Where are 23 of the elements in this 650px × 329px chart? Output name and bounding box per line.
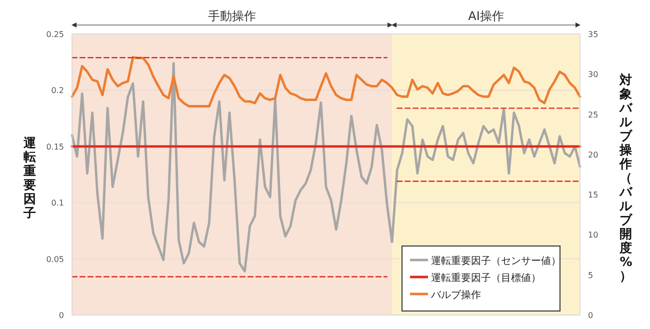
- y-tick-label: 0.05: [46, 254, 64, 264]
- text: 手動操作: [208, 9, 256, 23]
- y-tick-label: 0: [58, 311, 64, 320]
- y2-tick-label: 0: [588, 311, 594, 320]
- text: AI操作: [468, 9, 504, 23]
- y2-tick-label: 5: [588, 270, 594, 280]
- y-tick-label: 0.15: [46, 142, 64, 152]
- y2-tick-label: 20: [588, 150, 598, 160]
- legend-label: バルブ操作: [430, 289, 481, 301]
- y2-tick-label: 10: [588, 230, 598, 240]
- line-series: [70, 56, 582, 108]
- legend-label: 運転重要因子（目標値）: [431, 272, 541, 284]
- y2-tick-label: 35: [588, 30, 598, 39]
- text: 対象バルブ操作（バルブ開度%）: [620, 72, 632, 283]
- line-series: [70, 62, 582, 272]
- y-axis-title: 運転重要因子: [22, 135, 38, 220]
- y-tick-label: 0.1: [51, 198, 64, 208]
- y2-tick-label: 15: [588, 190, 598, 200]
- y-tick-label: 0.2: [51, 86, 64, 96]
- y2-tick-label: 30: [588, 70, 598, 80]
- y2-tick-label: 25: [588, 110, 598, 120]
- legend-label: 運転重要因子（センサー値）: [431, 255, 561, 267]
- y-tick-label: 0.25: [46, 30, 64, 39]
